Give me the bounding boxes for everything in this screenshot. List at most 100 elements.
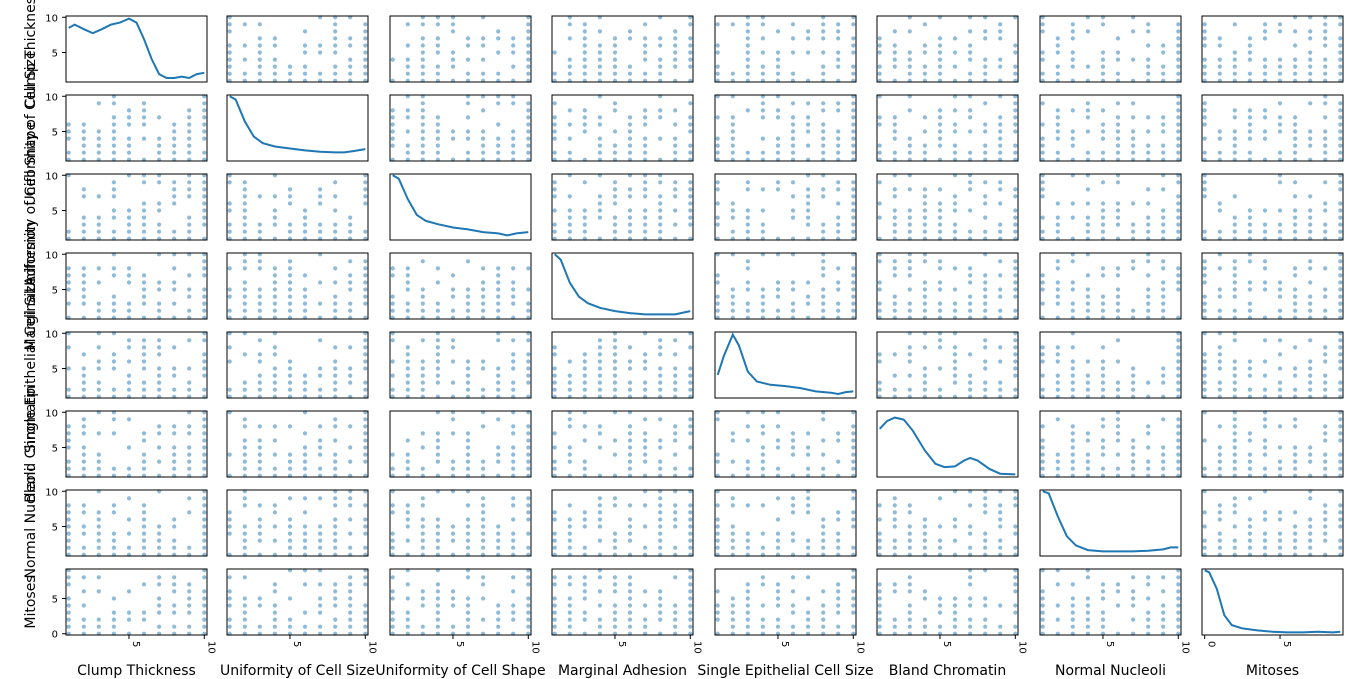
scatter-point: [627, 503, 633, 508]
scatter-point: [348, 624, 353, 629]
scatter-point: [673, 150, 678, 155]
scatter-point: [730, 308, 735, 313]
scatter-point: [333, 64, 338, 69]
scatter-point: [202, 194, 207, 199]
scatter-point: [1070, 29, 1075, 34]
scatter-point: [790, 50, 796, 55]
scatter-point: [745, 222, 750, 227]
scatter-point: [496, 380, 501, 385]
scatter-point: [126, 308, 132, 313]
scatter-point: [1055, 352, 1060, 357]
scatter-point: [526, 50, 531, 55]
scatter-point: [1055, 301, 1060, 306]
scatter-point: [172, 201, 177, 206]
scatter-point: [81, 129, 86, 134]
scatter-point: [1277, 517, 1283, 522]
scatter-point: [1217, 366, 1222, 371]
scatter-point: [1115, 50, 1121, 55]
scatter-point: [348, 610, 353, 615]
scatter-point: [851, 575, 856, 580]
scatter-point: [465, 603, 471, 608]
scatter-point: [96, 280, 101, 285]
scatter-point: [511, 380, 516, 385]
scatter-point: [242, 259, 247, 264]
scatter-point: [1131, 129, 1136, 134]
scatter-point: [257, 308, 262, 313]
scatter-point: [1323, 431, 1328, 436]
scatter-point: [348, 589, 353, 594]
scatter-point: [968, 582, 973, 587]
scatter-point: [1100, 215, 1106, 220]
scatter-point: [435, 373, 440, 378]
scatter-point: [851, 280, 856, 285]
scatter-point: [567, 122, 572, 127]
scatter-point: [983, 538, 988, 543]
scatter-point: [405, 582, 410, 587]
scatter-point: [1161, 64, 1166, 69]
y-axis-label-single-epithelial-cell-size: Single Epithelial Cell Size: [23, 277, 39, 453]
scatter-point: [1161, 301, 1166, 306]
scatter-point: [272, 617, 277, 622]
scatter-point: [420, 287, 425, 292]
cell-mitoses-vs-marginal-adhesion: [551, 568, 694, 636]
scatter-point: [806, 545, 811, 550]
scatter-point: [272, 366, 277, 371]
scatter-point: [257, 338, 262, 343]
scatter-point: [157, 201, 162, 206]
scatter-point: [688, 208, 693, 213]
scatter-point: [157, 373, 162, 378]
scatter-point: [257, 43, 262, 48]
scatter-point: [952, 610, 958, 615]
scatter-point: [1115, 36, 1121, 41]
scatter-point: [1100, 452, 1106, 457]
scatter-point: [287, 459, 293, 464]
cell-frame: [65, 331, 208, 399]
scatter-point: [333, 22, 338, 27]
scatter-point: [673, 338, 678, 343]
scatter-point: [157, 545, 162, 550]
scatter-point: [922, 222, 928, 227]
scatter-point: [1176, 180, 1181, 185]
scatter-point: [227, 308, 232, 313]
scatter-point: [567, 215, 572, 220]
scatter-point: [922, 387, 928, 392]
scatter-point: [511, 617, 516, 622]
scatter-point: [715, 545, 720, 550]
scatter-point: [1146, 64, 1151, 69]
scatter-point: [202, 108, 207, 113]
scatter-point: [1100, 122, 1106, 127]
scatter-point: [318, 610, 323, 615]
scatter-point: [673, 466, 678, 471]
scatter-point: [643, 603, 648, 608]
scatter-point: [1161, 287, 1166, 292]
scatter-point: [612, 338, 618, 343]
x-axis-label-single-epithelial-cell-size: Single Epithelial Cell Size: [697, 663, 873, 679]
scatter-point: [1100, 582, 1106, 587]
scatter-point: [1202, 180, 1207, 185]
scatter-point: [1338, 222, 1343, 227]
scatter-point: [1115, 143, 1121, 148]
scatter-point: [836, 57, 841, 62]
scatter-point: [287, 452, 293, 457]
scatter-point: [81, 122, 86, 127]
scatter-point: [937, 308, 943, 313]
scatter-point: [333, 380, 338, 385]
scatter-point: [1308, 459, 1313, 464]
scatter-point: [1323, 438, 1328, 443]
scatter-point: [227, 596, 232, 601]
scatter-point: [405, 610, 410, 615]
scatter-point: [745, 71, 750, 76]
scatter-point: [1100, 273, 1106, 278]
scatter-point: [1323, 22, 1328, 27]
scatter-point: [1202, 359, 1207, 364]
scatter-point: [390, 510, 395, 515]
scatter-point: [1055, 617, 1060, 622]
scatter-point: [172, 287, 177, 292]
scatter-point: [582, 129, 587, 134]
scatter-point: [66, 438, 71, 443]
scatter-point: [363, 50, 368, 55]
scatter-point: [1338, 359, 1343, 364]
scatter-point: [496, 624, 501, 629]
scatter-point: [1055, 280, 1060, 285]
scatter-point: [242, 301, 247, 306]
